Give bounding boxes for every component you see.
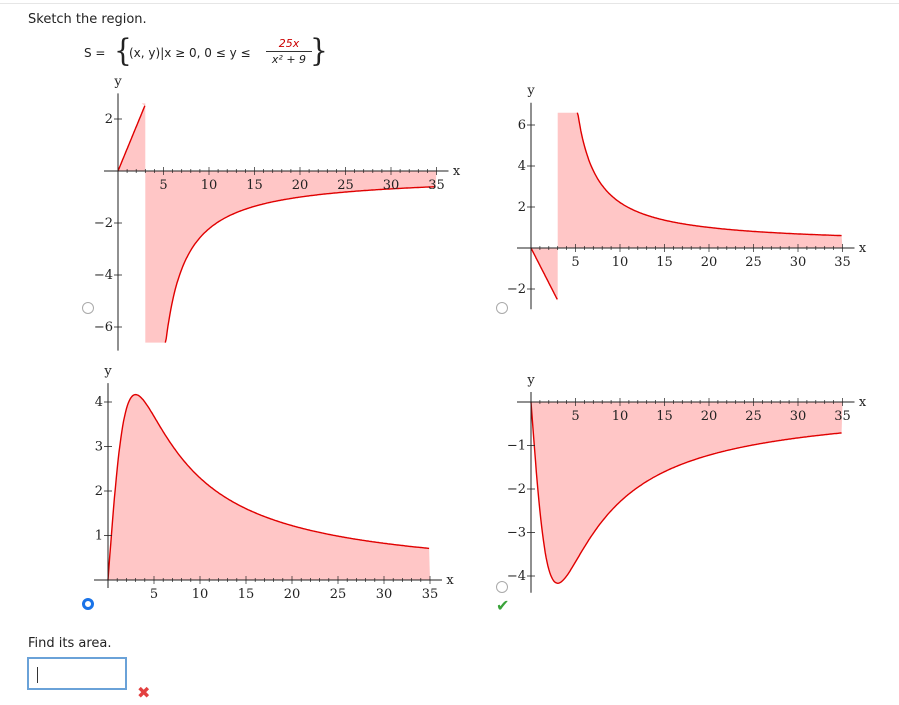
curve [576, 112, 842, 237]
shaded-region [145, 171, 437, 343]
x-tick-label: 35 [834, 409, 851, 424]
option-b-radio[interactable] [496, 302, 508, 314]
x-tick-label: 35 [422, 587, 439, 602]
x-tick-label: 20 [292, 178, 309, 193]
x-tick-label: 20 [701, 409, 718, 424]
y-axis-label: y [103, 364, 112, 379]
set-lhs: S = [84, 46, 106, 60]
fraction-numerator: 25x [266, 37, 312, 52]
y-tick-label: −2 [507, 482, 526, 497]
x-tick-label: 10 [612, 409, 629, 424]
x-tick-label: 35 [834, 255, 851, 270]
y-tick-label: −6 [94, 320, 113, 335]
set-condition: (x, y)|x ≥ 0, 0 ≤ y ≤ [129, 46, 251, 60]
x-tick-label: 30 [790, 255, 807, 270]
option-d-radio[interactable] [496, 581, 508, 593]
find-area-label: Find its area. [28, 636, 112, 651]
x-tick-label: 15 [656, 409, 673, 424]
shaded-region [531, 402, 843, 584]
y-tick-label: 3 [95, 440, 103, 455]
y-tick-label: 4 [95, 395, 103, 410]
curve [117, 105, 146, 172]
y-tick-label: 1 [95, 529, 103, 544]
x-tick-label: 5 [571, 255, 579, 270]
x-axis-label: x [859, 241, 867, 256]
y-tick-label: −2 [507, 282, 526, 297]
area-answer-input[interactable] [27, 657, 127, 690]
x-tick-label: 15 [238, 587, 255, 602]
x-tick-label: 30 [383, 178, 400, 193]
x-axis-label: x [859, 395, 867, 410]
y-axis-label: y [526, 373, 535, 388]
x-tick-label: 25 [330, 587, 347, 602]
close-brace: } [310, 32, 328, 69]
y-tick-label: −3 [507, 526, 526, 541]
curve [530, 247, 558, 300]
top-divider [0, 3, 899, 4]
x-tick-label: 25 [745, 409, 762, 424]
curve [164, 186, 436, 343]
y-axis-label: y [113, 74, 122, 89]
x-tick-label: 15 [246, 178, 263, 193]
shaded-region [531, 248, 558, 302]
check-icon: ✔ [496, 596, 510, 615]
x-tick-label: 25 [337, 178, 354, 193]
text-caret [37, 667, 38, 683]
shaded-region [108, 394, 430, 580]
x-tick-label: 20 [284, 587, 301, 602]
y-tick-label: 2 [518, 200, 526, 215]
x-tick-label: 10 [192, 587, 209, 602]
curve [107, 393, 430, 581]
y-tick-label: −2 [94, 216, 113, 231]
x-tick-label: 5 [159, 178, 167, 193]
y-tick-label: 2 [105, 112, 113, 127]
x-tick-label: 10 [612, 255, 629, 270]
y-tick-label: 4 [518, 159, 526, 174]
fraction-denominator: x² + 9 [271, 53, 307, 66]
x-tick-label: 5 [150, 587, 158, 602]
fraction: 25x x² + 9 [266, 37, 312, 66]
shaded-region [118, 103, 146, 171]
x-tick-label: 35 [428, 178, 445, 193]
x-tick-label: 20 [701, 255, 718, 270]
open-brace: { [114, 32, 132, 69]
x-tick-label: 30 [790, 409, 807, 424]
option-c-radio[interactable] [82, 598, 94, 610]
x-tick-label: 5 [571, 409, 579, 424]
y-tick-label: 2 [95, 484, 103, 499]
curve [530, 401, 842, 585]
x-tick-label: 30 [376, 587, 393, 602]
y-tick-label: −1 [507, 439, 526, 454]
y-tick-label: 6 [518, 118, 526, 133]
shaded-region [557, 112, 843, 248]
x-tick-label: 25 [745, 255, 762, 270]
option-a-radio[interactable] [82, 302, 94, 314]
x-axis-label: x [446, 573, 454, 588]
x-axis-label: x [453, 164, 461, 179]
y-axis-label: y [526, 84, 535, 99]
y-tick-label: −4 [507, 569, 526, 584]
x-tick-label: 15 [656, 255, 673, 270]
y-tick-label: −4 [94, 268, 113, 283]
x-mark-icon: ✖ [137, 683, 151, 702]
question-prompt: Sketch the region. [28, 12, 147, 27]
x-tick-label: 10 [201, 178, 218, 193]
